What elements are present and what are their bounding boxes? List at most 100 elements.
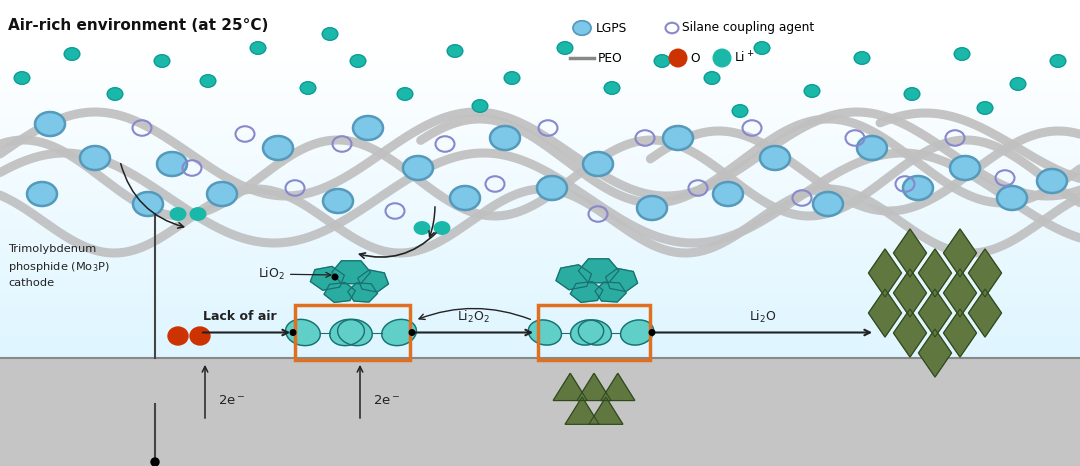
Polygon shape — [357, 270, 389, 292]
Bar — [0, 211, 1080, 214]
Polygon shape — [600, 373, 635, 400]
Ellipse shape — [663, 126, 693, 150]
Ellipse shape — [713, 182, 743, 206]
Bar — [0, 270, 1080, 274]
Polygon shape — [918, 249, 951, 297]
Polygon shape — [918, 289, 951, 337]
Ellipse shape — [854, 52, 869, 64]
Bar — [0, 183, 1080, 186]
Bar — [0, 254, 1080, 258]
Bar — [0, 139, 1080, 143]
Bar — [0, 302, 1080, 305]
Ellipse shape — [621, 320, 653, 345]
Bar — [0, 323, 1080, 327]
Polygon shape — [893, 229, 927, 277]
Bar — [0, 120, 1080, 124]
Bar — [0, 108, 1080, 111]
Ellipse shape — [133, 192, 163, 216]
Bar — [0, 130, 1080, 133]
Bar — [0, 261, 1080, 264]
Ellipse shape — [447, 45, 462, 57]
Circle shape — [409, 330, 415, 336]
Bar — [0, 314, 1080, 317]
Bar — [0, 158, 1080, 161]
Bar — [0, 0, 1080, 46]
Bar — [0, 264, 1080, 267]
Bar — [0, 280, 1080, 283]
Ellipse shape — [300, 82, 315, 94]
Ellipse shape — [200, 75, 216, 87]
Ellipse shape — [403, 156, 433, 180]
Bar — [0, 96, 1080, 99]
Ellipse shape — [350, 55, 366, 67]
Ellipse shape — [323, 189, 353, 213]
Bar — [0, 223, 1080, 227]
Ellipse shape — [472, 100, 488, 112]
Bar — [0, 46, 1080, 49]
Bar — [0, 180, 1080, 183]
Ellipse shape — [760, 146, 789, 170]
Circle shape — [151, 458, 159, 466]
Bar — [0, 83, 1080, 87]
Bar — [0, 149, 1080, 152]
Ellipse shape — [397, 88, 413, 100]
Ellipse shape — [528, 320, 562, 345]
Bar — [0, 233, 1080, 236]
Bar — [0, 170, 1080, 174]
Ellipse shape — [322, 28, 338, 40]
Ellipse shape — [578, 320, 611, 345]
Bar — [0, 114, 1080, 118]
Bar — [0, 52, 1080, 55]
Bar — [0, 214, 1080, 218]
Bar — [0, 348, 1080, 352]
Ellipse shape — [190, 208, 206, 220]
Ellipse shape — [80, 146, 110, 170]
Polygon shape — [606, 268, 637, 292]
Bar — [0, 117, 1080, 121]
Bar — [0, 189, 1080, 192]
Ellipse shape — [1037, 169, 1067, 193]
Bar — [0, 208, 1080, 212]
Bar — [0, 167, 1080, 171]
Bar — [0, 111, 1080, 115]
Ellipse shape — [35, 112, 65, 136]
Bar — [0, 80, 1080, 83]
Ellipse shape — [490, 126, 519, 150]
Polygon shape — [310, 267, 345, 290]
Bar — [0, 89, 1080, 93]
Text: 2e$^-$: 2e$^-$ — [373, 394, 401, 407]
Bar — [0, 164, 1080, 168]
Bar — [0, 273, 1080, 277]
Bar — [0, 177, 1080, 180]
Ellipse shape — [353, 116, 383, 140]
Bar — [0, 339, 1080, 343]
Ellipse shape — [157, 152, 187, 176]
Text: 2e$^-$: 2e$^-$ — [218, 394, 245, 407]
Polygon shape — [969, 289, 1001, 337]
Ellipse shape — [732, 105, 747, 117]
Circle shape — [291, 330, 296, 336]
Ellipse shape — [904, 88, 920, 100]
Bar — [0, 252, 1080, 255]
Bar — [0, 70, 1080, 74]
Bar — [0, 286, 1080, 289]
Ellipse shape — [329, 319, 364, 346]
Bar — [0, 258, 1080, 261]
Ellipse shape — [754, 42, 770, 54]
Bar — [0, 248, 1080, 252]
Ellipse shape — [381, 319, 417, 346]
Bar — [0, 68, 1080, 71]
Circle shape — [649, 330, 654, 336]
Ellipse shape — [14, 72, 30, 84]
Ellipse shape — [207, 182, 237, 206]
Bar — [0, 155, 1080, 158]
Polygon shape — [553, 373, 588, 400]
Ellipse shape — [950, 156, 980, 180]
Bar — [0, 48, 1080, 52]
Bar — [0, 201, 1080, 205]
Bar — [0, 145, 1080, 149]
Circle shape — [713, 49, 731, 67]
Text: Silane coupling agent: Silane coupling agent — [681, 21, 814, 34]
Bar — [0, 326, 1080, 330]
Bar — [0, 102, 1080, 105]
